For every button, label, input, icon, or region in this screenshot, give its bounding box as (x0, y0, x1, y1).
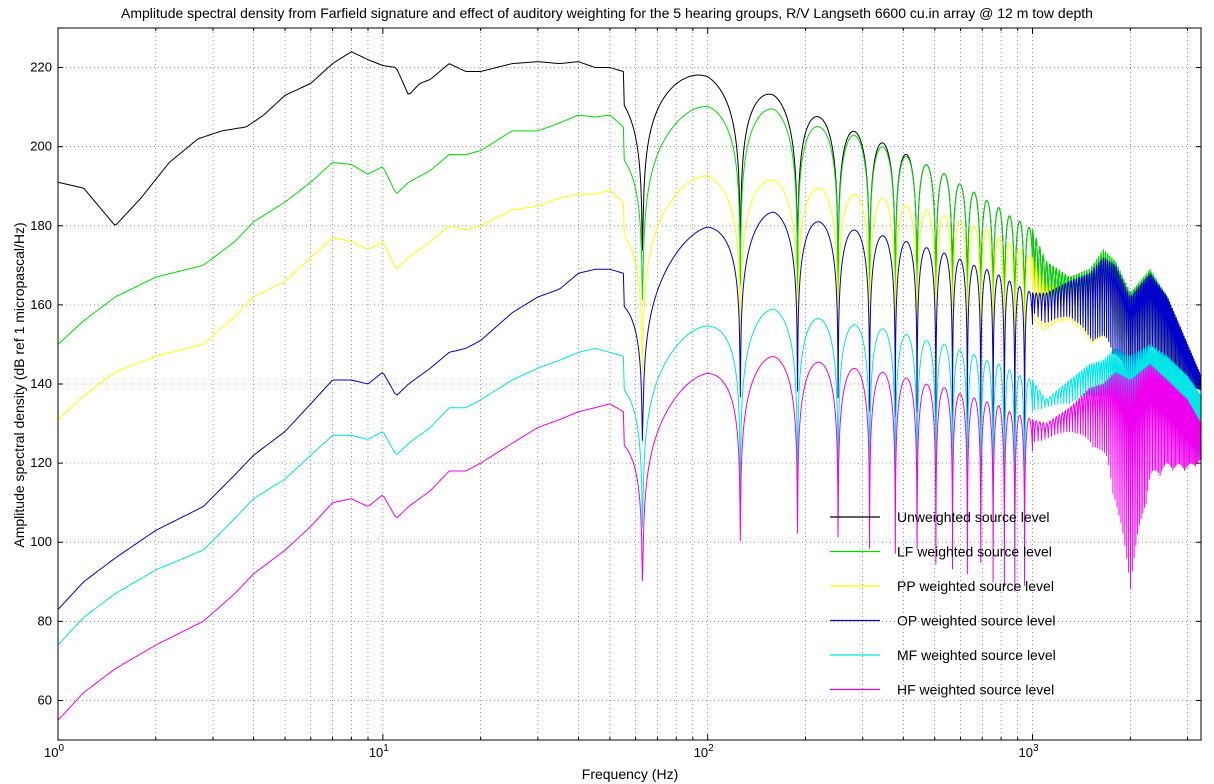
series-line (57, 308, 1202, 646)
x-tick-label: 103 (1019, 743, 1039, 760)
y-tick-label: 120 (30, 455, 52, 470)
legend-label: Unweighted source level (897, 509, 1050, 525)
legend-label: MF weighted source level (897, 647, 1056, 663)
y-tick-label: 100 (30, 534, 52, 549)
y-axis-label: Amplitude spectral density (dB ref 1 mic… (11, 222, 27, 547)
y-tick-label: 180 (30, 218, 52, 233)
axis-ticks: 60 80 100 120 140 160 180 200 220 100 101 102 103 (30, 28, 1201, 760)
y-tick-label: 160 (30, 297, 52, 312)
y-tick-label: 140 (30, 376, 52, 391)
series-line (57, 175, 1202, 425)
series-line (57, 356, 1202, 721)
legend-label: HF weighted source level (897, 682, 1054, 698)
x-axis-label: Frequency (Hz) (582, 766, 678, 782)
series-line (57, 211, 1202, 610)
chart-title: Amplitude spectral density from Farfield… (121, 5, 1093, 21)
series-line (57, 105, 1202, 397)
y-tick-label: 200 (30, 139, 52, 154)
legend-label: PP weighted source level (897, 578, 1054, 594)
legend-label: OP weighted source level (897, 613, 1056, 629)
y-tick-label: 80 (38, 613, 52, 628)
x-tick-label: 101 (369, 743, 389, 760)
x-tick-label: 100 (44, 743, 64, 760)
series-layer (57, 51, 1202, 721)
grid (57, 28, 1201, 740)
y-tick-label: 60 (38, 692, 52, 707)
series-line (57, 51, 1202, 397)
plot-frame (57, 27, 1202, 741)
y-tick-label: 220 (30, 60, 52, 75)
legend-label: LF weighted source level (897, 544, 1052, 560)
legend: Unweighted source level LF weighted sourc… (830, 509, 1056, 698)
x-tick-label: 102 (694, 743, 714, 760)
